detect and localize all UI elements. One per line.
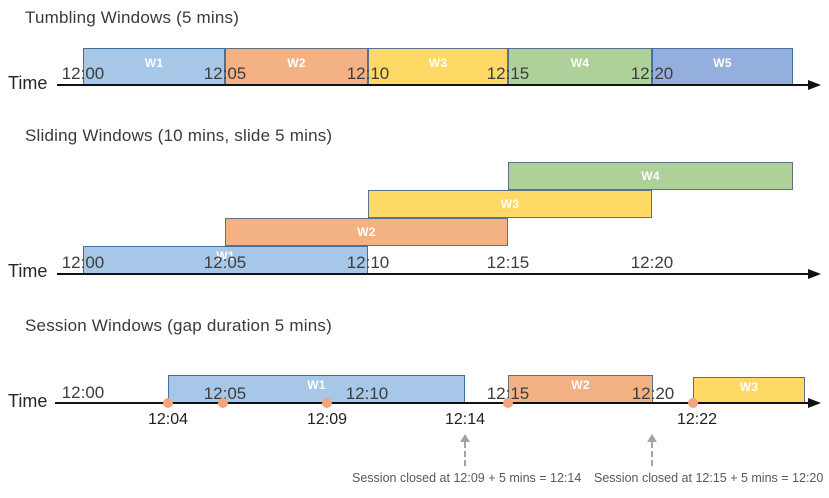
session-timeline-axis (55, 402, 809, 404)
window-label: W3 (500, 197, 520, 211)
tumbling-window-w3: W3 (368, 48, 508, 85)
tick-label: 12:00 (61, 253, 105, 272)
session-axis-arrowhead-icon (808, 398, 821, 408)
tick-label: 12:20 (631, 384, 675, 403)
window-label: W1 (144, 56, 164, 70)
tick-label: 12:05 (203, 384, 247, 403)
tumbling-title: Tumbling Windows (5 mins) (25, 8, 240, 27)
tick-label: 12:15 (486, 384, 530, 403)
arrow-shaft (464, 442, 466, 466)
event-dot (688, 398, 698, 408)
tick-label: 12:10 (346, 64, 390, 83)
tumbling-timeline-axis (57, 84, 809, 86)
session-window-w3: W3 (693, 377, 805, 403)
sliding-window-w4: W4 (508, 162, 793, 190)
session-close-annotation: Session closed at 12:15 + 5 mins = 12:20 (594, 471, 824, 485)
sliding-window-w3: W3 (368, 190, 652, 218)
event-dot (163, 398, 173, 408)
session-title: Session Windows (gap duration 5 mins) (25, 316, 332, 335)
session-window-w1: W1 (168, 375, 465, 403)
window-label: W3 (428, 56, 448, 70)
tumbling-window-w4: W4 (508, 48, 652, 85)
window-label: W1 (216, 249, 235, 263)
event-time-label: 12:14 (444, 411, 486, 428)
session-time-axis-label: Time (8, 391, 48, 411)
event-dot (218, 398, 228, 408)
tick-label: 12:05 (203, 64, 247, 83)
sliding-timeline-axis (57, 273, 809, 275)
arrow-shaft (651, 442, 653, 466)
window-label: W1 (307, 378, 326, 392)
sliding-axis-arrowhead-icon (808, 269, 821, 279)
arrow-head (647, 434, 657, 442)
event-dot (322, 398, 332, 408)
window-label: W2 (571, 378, 590, 392)
window-label: W5 (713, 56, 732, 70)
tumbling-window-w5: W5 (652, 48, 793, 85)
tick-label: 12:05 (203, 253, 247, 272)
arrow-head (460, 434, 470, 442)
session-window-w2: W2 (508, 375, 653, 403)
window-label: W4 (641, 169, 660, 183)
event-time-label: 12:09 (306, 411, 348, 428)
session-close-annotation: Session closed at 12:09 + 5 mins = 12:14 (352, 471, 582, 485)
window-label: W4 (570, 56, 590, 70)
event-time-label: 12:22 (676, 411, 718, 428)
event-dot (503, 398, 513, 408)
sliding-time-axis-label: Time (8, 261, 48, 281)
event-time-label: 12:04 (147, 411, 189, 428)
window-label: W2 (357, 225, 376, 239)
tick-label: 12:15 (486, 64, 530, 83)
tick-label: 12:00 (61, 64, 105, 83)
sliding-window-w2: W2 (225, 218, 508, 246)
tick-label: 12:20 (630, 64, 674, 83)
tick-label: 12:00 (61, 383, 105, 402)
window-label: W2 (287, 56, 306, 70)
tumbling-axis-arrowhead-icon (808, 80, 821, 90)
tumbling-time-axis-label: Time (8, 73, 48, 93)
dashed-up-arrow-icon (647, 434, 657, 466)
sliding-title: Sliding Windows (10 mins, slide 5 mins) (25, 126, 333, 145)
tick-label: 12:10 (345, 384, 389, 403)
tick-label: 12:15 (486, 253, 530, 272)
tick-label: 12:20 (630, 253, 674, 272)
tumbling-window-w1: W1 (83, 48, 225, 85)
dashed-up-arrow-icon (460, 434, 470, 466)
window-label: W3 (739, 380, 759, 394)
tick-label: 12:10 (346, 253, 390, 272)
